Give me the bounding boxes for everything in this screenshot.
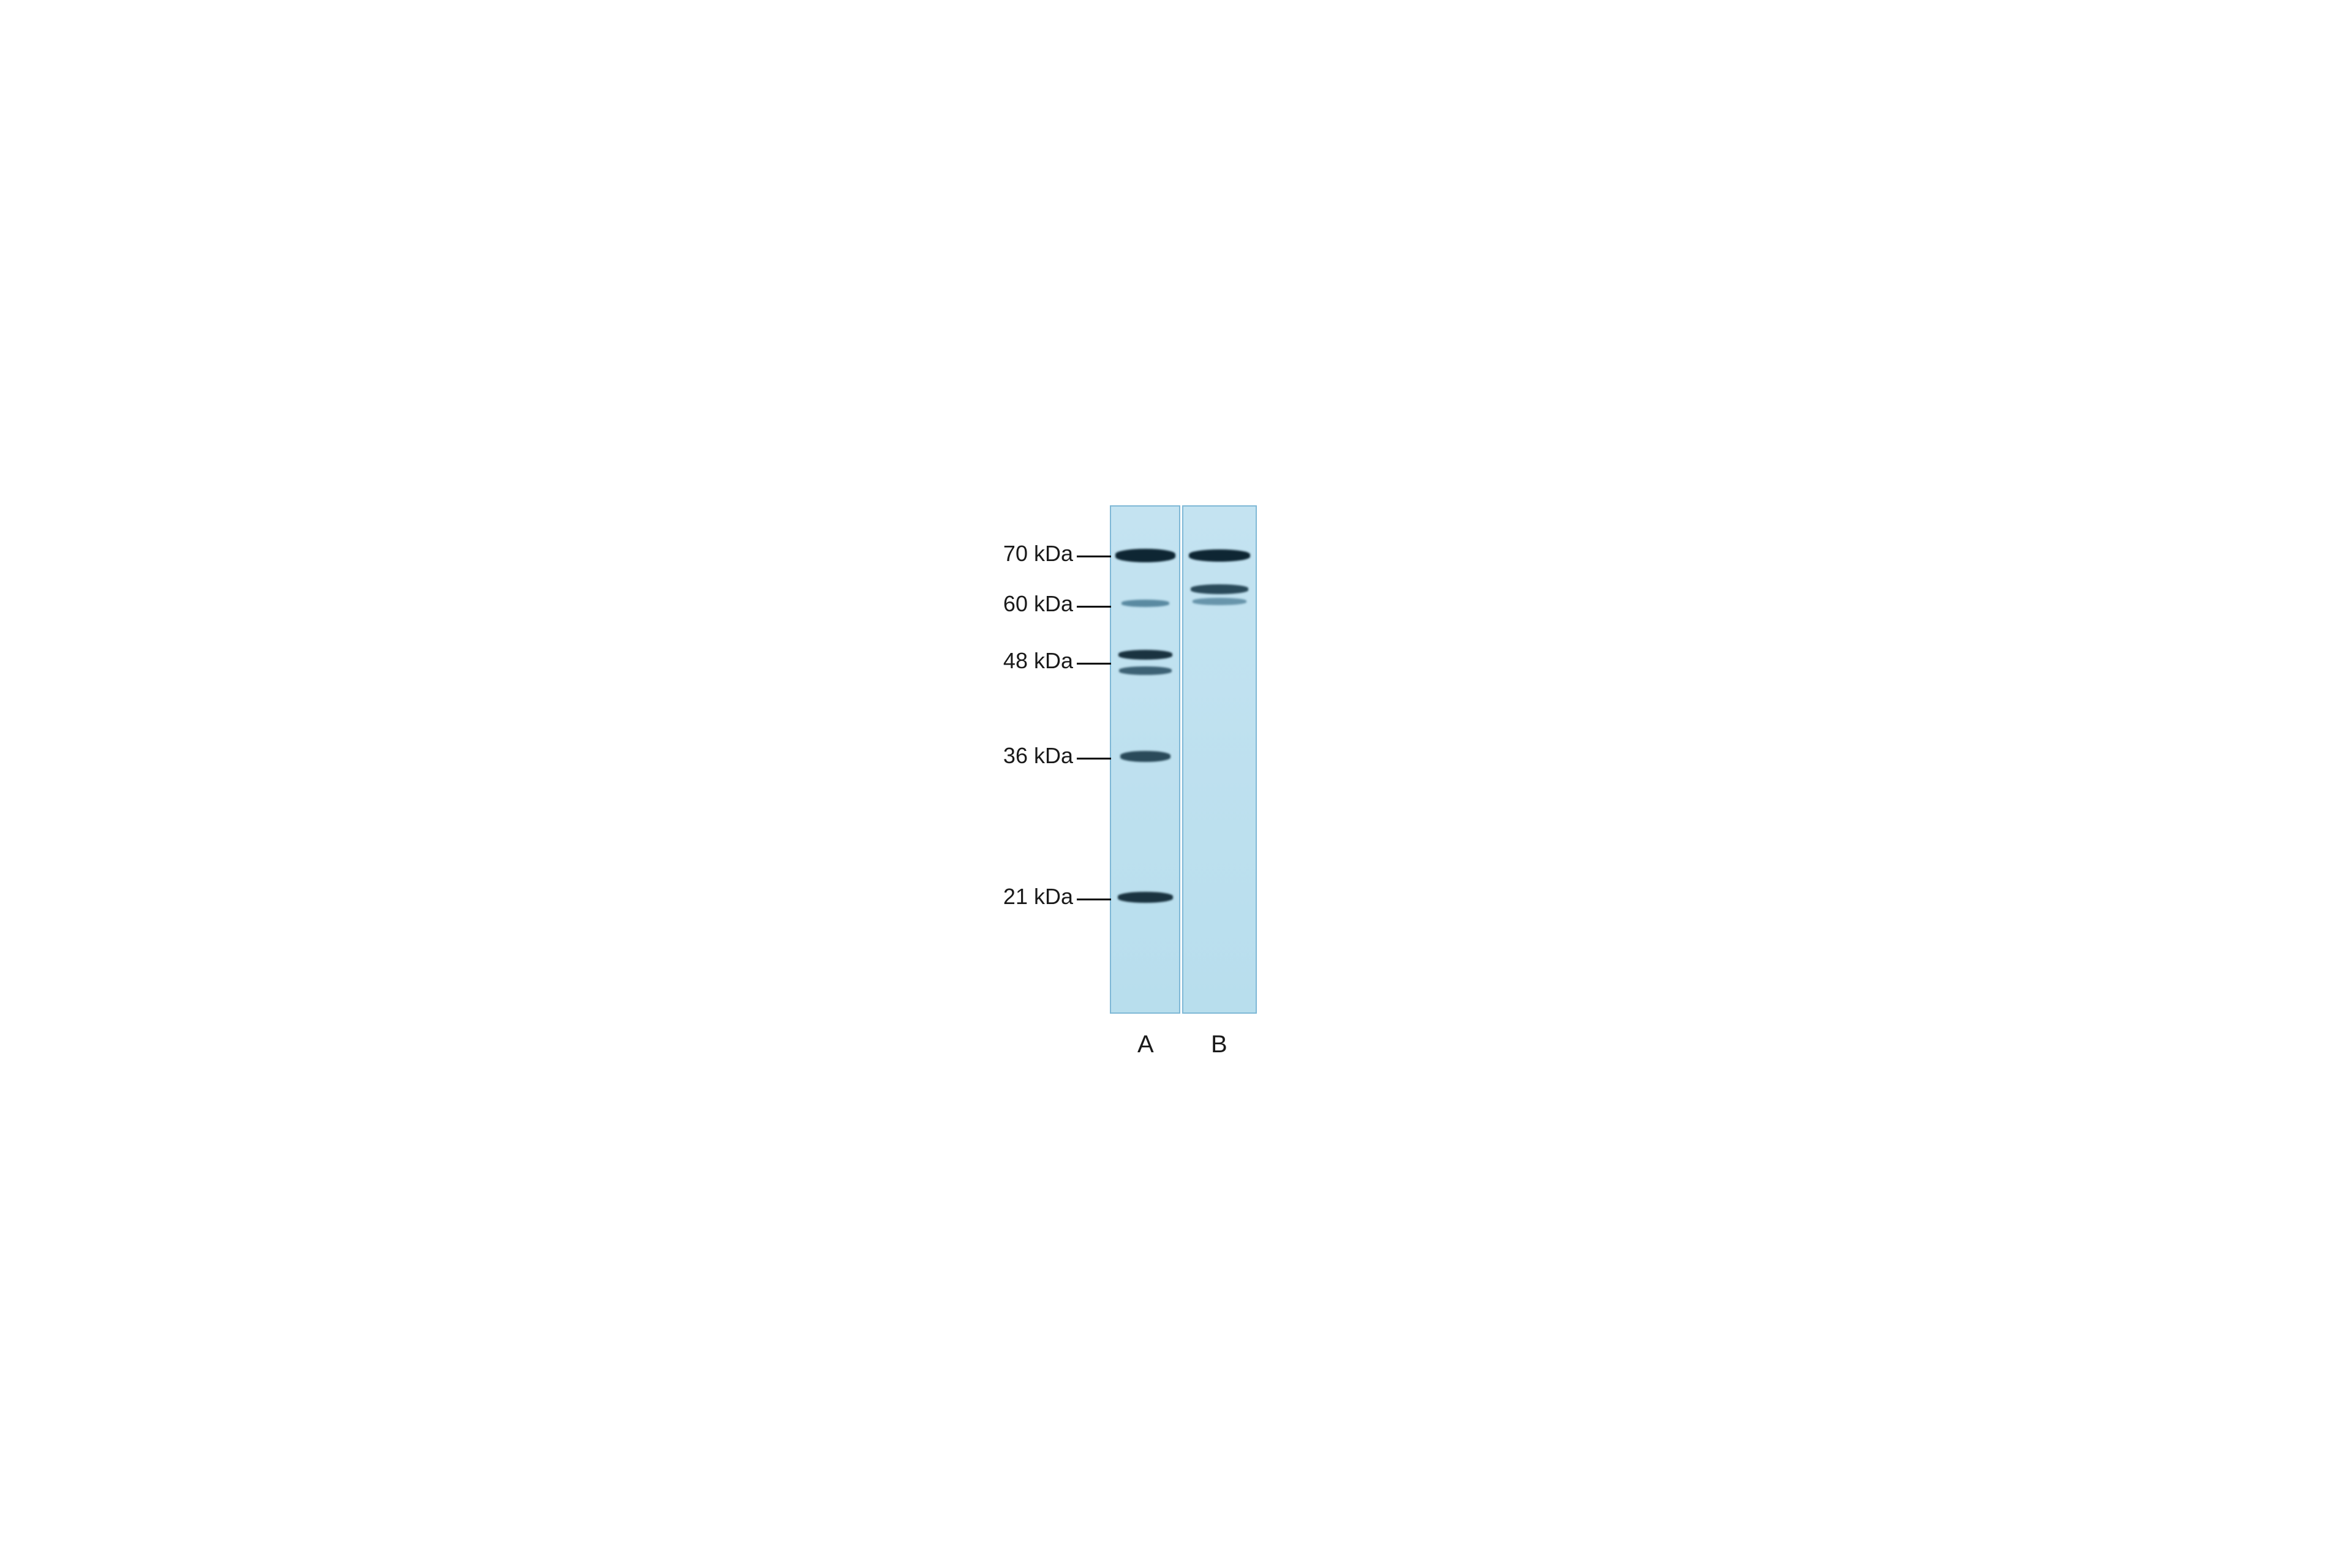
gel-band [1193, 598, 1246, 605]
gel-band [1121, 600, 1169, 607]
lane-b-region [1182, 505, 1257, 1014]
gel-band [1118, 650, 1172, 660]
gel-band [1189, 549, 1250, 562]
mw-label: 21 kDa [1000, 884, 1073, 910]
mw-tick [1077, 758, 1111, 760]
mw-label: 60 kDa [1000, 591, 1073, 617]
gel-band [1120, 751, 1170, 762]
mw-label: 36 kDa [1000, 743, 1073, 769]
mw-tick [1077, 899, 1111, 900]
mw-label: 48 kDa [1000, 648, 1073, 674]
mw-label: 70 kDa [1000, 541, 1073, 567]
western-blot-figure: 70 kDa 60 kDa 48 kDa 36 kDa 21 kDa A B [785, 488, 1567, 1080]
mw-tick [1077, 556, 1111, 557]
mw-tick [1077, 663, 1111, 665]
gel-band [1118, 892, 1173, 903]
gel-band [1119, 666, 1172, 675]
gel-band [1191, 584, 1248, 594]
lane-b-label: B [1211, 1031, 1227, 1058]
lane-a-label: A [1137, 1031, 1154, 1058]
mw-tick [1077, 606, 1111, 608]
gel-band [1115, 549, 1175, 562]
